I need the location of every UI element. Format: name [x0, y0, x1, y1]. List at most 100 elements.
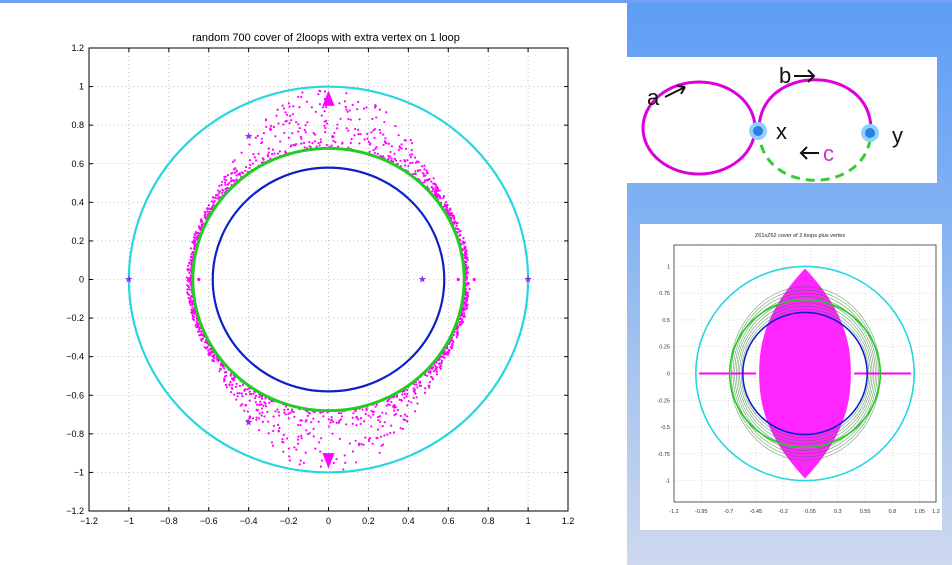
cloud-point — [343, 454, 346, 457]
inset-xtick-label-8: 0.8 — [889, 509, 897, 515]
ytick-label-6: 0 — [79, 275, 84, 285]
cloud-point — [376, 415, 380, 419]
cloud-point — [426, 179, 429, 182]
cloud-point — [306, 121, 309, 124]
cloud-point — [449, 345, 452, 349]
cloud-point — [261, 157, 264, 160]
cloud-point — [242, 171, 245, 175]
loop-c-lower — [757, 129, 873, 182]
cloud-point — [190, 261, 193, 264]
cloud-point — [198, 330, 201, 333]
inset-xtick-label-2: -0.7 — [724, 509, 733, 515]
cloud-point — [274, 410, 277, 413]
cloud-spike — [322, 453, 335, 469]
cloud-point — [203, 214, 206, 217]
cloud-point — [456, 327, 459, 330]
cloud-point — [322, 415, 325, 418]
star-point-1: ★ — [244, 417, 253, 428]
inset-ytick-label-7: -0.75 — [657, 452, 670, 458]
cloud-point — [421, 165, 424, 168]
cloud-point — [234, 385, 238, 388]
cloud-point — [414, 156, 417, 159]
cloud-point — [410, 153, 414, 156]
cloud-point — [186, 283, 189, 287]
cloud-point — [455, 336, 458, 339]
cloud-point — [210, 200, 214, 203]
cloud-point — [261, 420, 264, 423]
cloud-point — [428, 380, 431, 384]
cloud-point — [236, 392, 239, 395]
cloud-point — [416, 169, 420, 172]
cloud-point — [464, 305, 467, 308]
cloud-point — [405, 395, 408, 398]
cloud-point — [347, 117, 350, 121]
cloud-point — [209, 207, 212, 210]
cloud-point — [419, 381, 422, 384]
cloud-point — [372, 148, 375, 152]
cloud-point — [335, 458, 338, 461]
cloud-point — [224, 383, 228, 386]
cloud-point — [287, 417, 290, 420]
cloud-point — [341, 141, 344, 144]
cloud-point — [225, 374, 228, 377]
cloud-point — [267, 155, 270, 158]
cloud-point — [304, 131, 307, 134]
cloud-point — [376, 152, 379, 156]
cloud-point — [315, 145, 318, 148]
cloud-point — [373, 136, 376, 140]
cloud-point — [362, 420, 366, 423]
cloud-point — [235, 398, 238, 401]
cloud-point — [312, 427, 315, 430]
cloud-point — [387, 399, 390, 403]
plot-frame — [88, 47, 569, 512]
cloud-point — [250, 393, 253, 396]
cloud-point — [327, 418, 330, 421]
cloud-point — [404, 139, 407, 142]
cloud-point — [329, 421, 332, 424]
cloud-point — [373, 106, 377, 109]
cloud-point — [395, 395, 398, 398]
cloud-point — [260, 397, 264, 400]
xtick-label-6: 0 — [326, 516, 331, 526]
cloud-point — [239, 404, 242, 407]
inset-frame-rect — [673, 244, 937, 503]
cloud-point — [263, 415, 266, 418]
arrow-b-icon — [794, 69, 816, 83]
cloud-point — [423, 180, 426, 183]
cloud-point — [193, 233, 196, 236]
cloud-point — [267, 151, 270, 154]
cloud-point — [348, 109, 351, 112]
main-plot: random 700 cover of 2loops with extra ve… — [66, 32, 574, 526]
cloud-point — [416, 386, 419, 389]
cloud-point — [465, 299, 468, 302]
cloud-point — [381, 443, 385, 446]
cloud-point — [467, 266, 470, 269]
cloud-point — [370, 425, 373, 428]
cloud-point — [195, 232, 198, 235]
xtick-label-4: −0.4 — [240, 516, 258, 526]
cloud-point — [366, 132, 369, 136]
cloud-point — [212, 356, 215, 359]
cloud-point — [289, 114, 292, 117]
cloud-point — [240, 151, 243, 154]
cloud-point — [464, 255, 467, 258]
cloud-point — [292, 105, 295, 108]
cloud-point — [317, 141, 320, 145]
cloud-point — [396, 408, 400, 412]
cloud-point — [207, 349, 210, 352]
cloud-point — [461, 240, 465, 244]
axis-point-2 — [197, 277, 201, 282]
cloud-point — [191, 240, 194, 244]
cloud-point — [297, 438, 300, 441]
cloud-point — [358, 142, 361, 145]
cloud-point — [409, 162, 412, 165]
cloud-point — [389, 431, 392, 435]
cloud-point — [189, 274, 192, 277]
cloud-point — [373, 128, 377, 131]
main-ticks: −1.2 −1 −0.8 −0.6 −0.4 −0.2 0 0.2 0.4 0.6 0.8 1 1.2 −… — [66, 43, 574, 526]
cloud-point — [228, 383, 231, 386]
cloud-point — [282, 123, 285, 126]
cloud-point — [300, 437, 303, 440]
cloud-point — [296, 423, 300, 427]
cloud-point — [230, 377, 234, 380]
